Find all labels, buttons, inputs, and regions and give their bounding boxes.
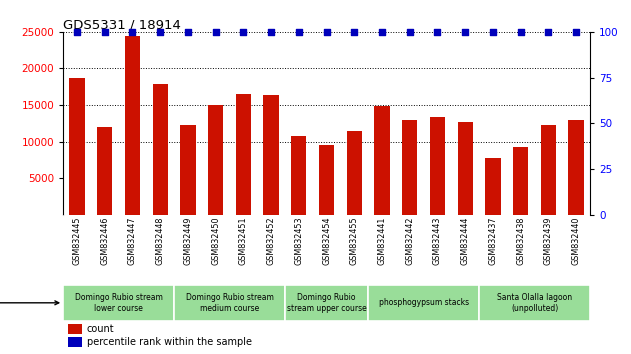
Point [516,29,526,35]
Bar [180,125,196,215]
Point [266,29,276,35]
Bar [569,120,584,215]
Text: Domingo Rubio stream
lower course: Domingo Rubio stream lower course [74,293,163,313]
Text: GSM832453: GSM832453 [294,217,304,265]
Text: GSM832450: GSM832450 [211,217,220,265]
Text: GSM832441: GSM832441 [377,217,387,265]
FancyBboxPatch shape [174,285,285,321]
Point [460,29,470,35]
Text: GSM832446: GSM832446 [100,217,109,265]
Text: phosphogypsum stacks: phosphogypsum stacks [379,298,469,307]
Point [432,29,442,35]
Bar [291,136,307,215]
Text: GSM832451: GSM832451 [239,217,248,265]
Bar [208,105,223,215]
Point [127,29,138,35]
Bar [264,96,279,215]
Text: GSM832444: GSM832444 [461,217,469,265]
Point [211,29,221,35]
Bar [430,118,445,215]
Bar [97,127,112,215]
FancyBboxPatch shape [479,285,590,321]
Point [321,29,332,35]
Bar [236,94,251,215]
FancyBboxPatch shape [285,285,368,321]
Bar [319,145,334,215]
Text: count: count [87,324,114,334]
Bar [513,147,528,215]
Text: Domingo Rubio
stream upper course: Domingo Rubio stream upper course [286,293,367,313]
Text: GSM832447: GSM832447 [128,217,137,265]
FancyBboxPatch shape [368,285,479,321]
Bar [541,125,556,215]
Text: GSM832442: GSM832442 [405,217,414,265]
Point [404,29,415,35]
Point [183,29,193,35]
Point [488,29,498,35]
Text: GDS5331 / 18914: GDS5331 / 18914 [63,19,181,32]
Text: Santa Olalla lagoon
(unpolluted): Santa Olalla lagoon (unpolluted) [497,293,572,313]
Text: GSM832443: GSM832443 [433,217,442,265]
Text: GSM832455: GSM832455 [350,217,359,265]
Bar [485,158,500,215]
Bar [457,122,473,215]
Text: percentile rank within the sample: percentile rank within the sample [87,337,252,347]
Bar [374,106,389,215]
Text: other: other [0,298,59,308]
Text: GSM832445: GSM832445 [73,217,81,265]
Point [377,29,387,35]
Bar [153,84,168,215]
FancyBboxPatch shape [63,285,174,321]
Text: GSM832438: GSM832438 [516,217,525,265]
Point [72,29,82,35]
Point [571,29,581,35]
Text: GSM832449: GSM832449 [184,217,192,265]
Bar [69,78,85,215]
Point [155,29,165,35]
Bar [68,337,81,347]
Point [543,29,553,35]
Text: GSM832437: GSM832437 [488,217,497,265]
Point [239,29,249,35]
Text: GSM832448: GSM832448 [156,217,165,265]
Bar [68,324,81,334]
Point [100,29,110,35]
Bar [402,120,417,215]
Bar [346,131,362,215]
Bar [125,35,140,215]
Text: GSM832452: GSM832452 [266,217,276,265]
Text: GSM832439: GSM832439 [544,217,553,265]
Text: Domingo Rubio stream
medium course: Domingo Rubio stream medium course [186,293,273,313]
Point [294,29,304,35]
Text: GSM832440: GSM832440 [572,217,581,265]
Text: GSM832454: GSM832454 [322,217,331,265]
Point [349,29,359,35]
